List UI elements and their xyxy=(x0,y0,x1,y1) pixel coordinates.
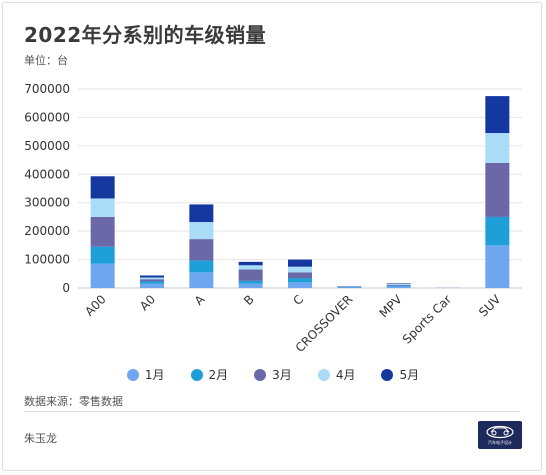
bar-segment xyxy=(288,278,312,283)
bar-segment xyxy=(189,222,214,240)
bar-segment xyxy=(90,216,115,247)
x-tick-label: B xyxy=(241,292,257,308)
x-tick-label: A xyxy=(192,292,208,308)
bar-segment xyxy=(189,204,214,223)
bar-segment xyxy=(337,287,362,288)
bar-segment xyxy=(238,269,263,281)
bar-segment xyxy=(140,277,164,280)
x-tick-label: C xyxy=(290,292,306,308)
chart-legend: 1月 2月 3月 4月 5月 xyxy=(0,366,546,383)
legend-item: 3月 xyxy=(254,366,292,383)
bar-segment xyxy=(238,265,263,270)
bar-segment xyxy=(140,281,164,284)
y-tick-label: 0 xyxy=(62,281,70,295)
y-tick-label: 500000 xyxy=(24,139,70,153)
bar-segment xyxy=(90,198,115,217)
bar-segment xyxy=(238,261,263,266)
stacked-bar-chart: 0 100000 200000 300000 400000 500000 600000 700… xyxy=(24,82,522,355)
x-tick-label: SUV xyxy=(476,292,504,320)
legend-swatch xyxy=(190,368,203,381)
legend-label: 1月 xyxy=(144,368,165,382)
footer-divider xyxy=(24,411,520,412)
bar-segment xyxy=(288,266,312,273)
data-source: 数据来源：零售数据 xyxy=(24,395,123,408)
bar-segment xyxy=(288,259,312,267)
legend-label: 4月 xyxy=(335,368,356,382)
brand-logo: 汽车电子设计 xyxy=(478,421,522,449)
y-tick-label: 200000 xyxy=(24,224,70,238)
x-tick-label: A0 xyxy=(137,292,158,313)
y-tick-label: 400000 xyxy=(24,167,70,181)
legend-label: 2月 xyxy=(208,368,229,382)
legend-swatch xyxy=(126,368,139,381)
bar-segment xyxy=(140,275,164,278)
bar-segment xyxy=(485,162,510,217)
bar-segment xyxy=(140,283,164,288)
logo-text: 汽车电子设计 xyxy=(488,439,512,445)
y-tick-label: 700000 xyxy=(24,82,70,96)
bar-segment xyxy=(386,284,411,286)
x-tick-label: MPV xyxy=(377,292,406,321)
legend-item: 1月 xyxy=(126,366,165,383)
car-icon xyxy=(486,425,514,438)
y-tick-label: 600000 xyxy=(24,110,70,124)
bar-segment xyxy=(140,279,164,282)
bar-segment xyxy=(90,263,115,288)
legend-item: 2月 xyxy=(190,366,229,383)
legend-label: 5月 xyxy=(399,368,420,382)
legend-swatch xyxy=(381,368,394,381)
bar-segment xyxy=(189,260,214,273)
bar-segment xyxy=(386,285,411,287)
bar-segment xyxy=(288,272,312,279)
bar-segment xyxy=(386,284,411,285)
bar-segment xyxy=(238,283,263,288)
bar-segment xyxy=(288,282,312,288)
legend-item: 4月 xyxy=(317,366,356,383)
bar-segment xyxy=(485,96,510,134)
legend-item: 5月 xyxy=(381,366,419,383)
bar-segment xyxy=(189,272,214,288)
bar-segment xyxy=(386,286,411,288)
bar-segment xyxy=(90,176,115,199)
bar-segment xyxy=(485,133,510,163)
chart-title: 2022年分系别的车级销量 xyxy=(24,23,267,47)
y-tick-label: 100000 xyxy=(24,253,70,267)
legend-swatch xyxy=(317,368,330,381)
x-tick-label: A00 xyxy=(82,292,109,319)
bar-segment xyxy=(189,239,214,261)
bar-segment xyxy=(90,246,115,264)
bar-segment xyxy=(485,245,510,288)
bar-segment xyxy=(386,283,411,285)
bar-segment xyxy=(238,280,263,284)
y-tick-label: 300000 xyxy=(24,196,70,210)
author-name: 朱玉龙 xyxy=(24,432,57,445)
x-tick-label: Sports Car xyxy=(400,292,454,346)
unit-label: 单位：台 xyxy=(24,54,68,67)
legend-label: 3月 xyxy=(272,368,292,382)
bar-segment xyxy=(485,216,510,246)
legend-swatch xyxy=(254,368,267,381)
